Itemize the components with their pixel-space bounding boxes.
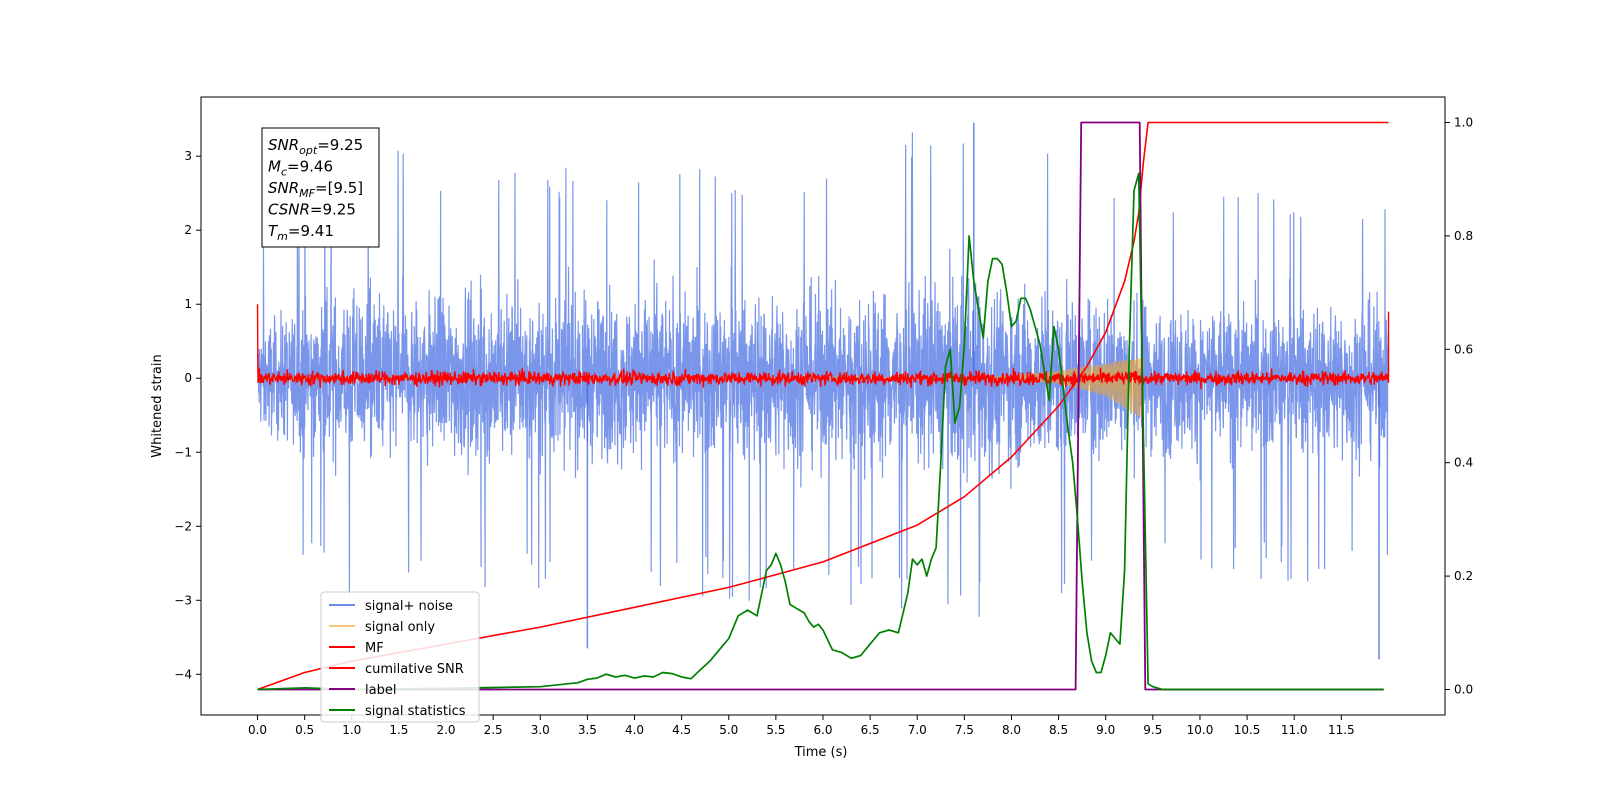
info-box-frame [261, 127, 380, 248]
x-tick-label: 1.5 [389, 723, 408, 737]
x-tick-label: 8.5 [1049, 723, 1068, 737]
x-tick-label: 2.5 [484, 723, 503, 737]
x-tick-label: 6.5 [861, 723, 880, 737]
y-tick-label: −3 [174, 593, 192, 607]
y2-tick-label: 0.2 [1454, 569, 1473, 583]
series-line-signal-statistics [257, 172, 1384, 691]
x-tick-label: 8.0 [1002, 723, 1021, 737]
legend-label: signal statistics [365, 704, 466, 719]
x-tick-label: 11.0 [1281, 723, 1308, 737]
y2-tick-label: 0.6 [1454, 342, 1473, 356]
x-tick-label: 1.0 [342, 723, 361, 737]
x-tick-label: 4.0 [625, 723, 644, 737]
x-tick-label: 0.5 [295, 723, 314, 737]
x-tick-label: 3.5 [578, 723, 597, 737]
x-tick-label: 4.5 [672, 723, 691, 737]
legend-label: label [365, 683, 396, 698]
y2-tick-label: 0.8 [1454, 229, 1473, 243]
x-tick-label: 9.0 [1096, 723, 1115, 737]
legend-label: MF [365, 641, 384, 656]
info-box-line: SNRopt=9.25 [268, 136, 363, 157]
info-box-line: CSNR=9.25 [268, 201, 356, 219]
y2-tick-label: 0.4 [1454, 456, 1473, 470]
y-axis-left: 3 2 1 0 −1 −2 −3 −4 [174, 149, 201, 681]
x-tick-label: 9.5 [1143, 723, 1162, 737]
y-tick-label: 1 [184, 297, 192, 311]
legend-frame [320, 591, 480, 723]
x-axis-title: Time (s) [794, 745, 848, 760]
info-box-line: Tm=9.41 [268, 222, 334, 243]
x-tick-label: 3.0 [531, 723, 550, 737]
x-tick-label: 5.5 [766, 723, 785, 737]
y2-tick-label: 0.0 [1454, 682, 1473, 696]
legend-label: cumilative SNR [365, 662, 464, 677]
y-tick-label: −4 [174, 667, 192, 681]
info-box-line: SNRMF=[9.5] [268, 179, 363, 200]
x-tick-label: 7.5 [955, 723, 974, 737]
series-line-mf [256, 304, 1390, 390]
y-tick-label: −2 [174, 519, 192, 533]
y-tick-label: 0 [184, 371, 192, 385]
series-layer [256, 121, 1390, 691]
legend: signal+ noise signal only MF cumilative SNR… [320, 591, 480, 723]
y-tick-label: 2 [184, 223, 192, 237]
x-tick-label: 10.5 [1234, 723, 1261, 737]
legend-label: signal+ noise [365, 599, 453, 614]
y-tick-label: −1 [174, 445, 192, 459]
x-tick-label: 11.5 [1328, 723, 1355, 737]
x-tick-label: 7.0 [908, 723, 927, 737]
x-tick-label: 10.0 [1187, 723, 1214, 737]
x-tick-label: 5.0 [719, 723, 738, 737]
x-tick-label: 6.0 [813, 723, 832, 737]
legend-label: signal only [365, 620, 435, 635]
y-tick-label: 3 [184, 149, 192, 163]
y2-tick-label: 1.0 [1454, 116, 1473, 130]
x-axis: 0.0 0.5 1.0 1.5 2.0 2.5 3.0 3.5 4.0 4.5 5.0 5.5 6.0 6… [248, 715, 1355, 737]
info-box-line: Mc=9.46 [268, 158, 333, 179]
y-axis-right: 1.0 0.8 0.6 0.4 0.2 0.0 [1445, 116, 1473, 696]
series-line-signal-noise [256, 132, 1390, 617]
x-tick-label: 0.0 [248, 723, 267, 737]
y-axis-title: Whitened strain [150, 354, 165, 457]
x-tick-label: 2.0 [436, 723, 455, 737]
